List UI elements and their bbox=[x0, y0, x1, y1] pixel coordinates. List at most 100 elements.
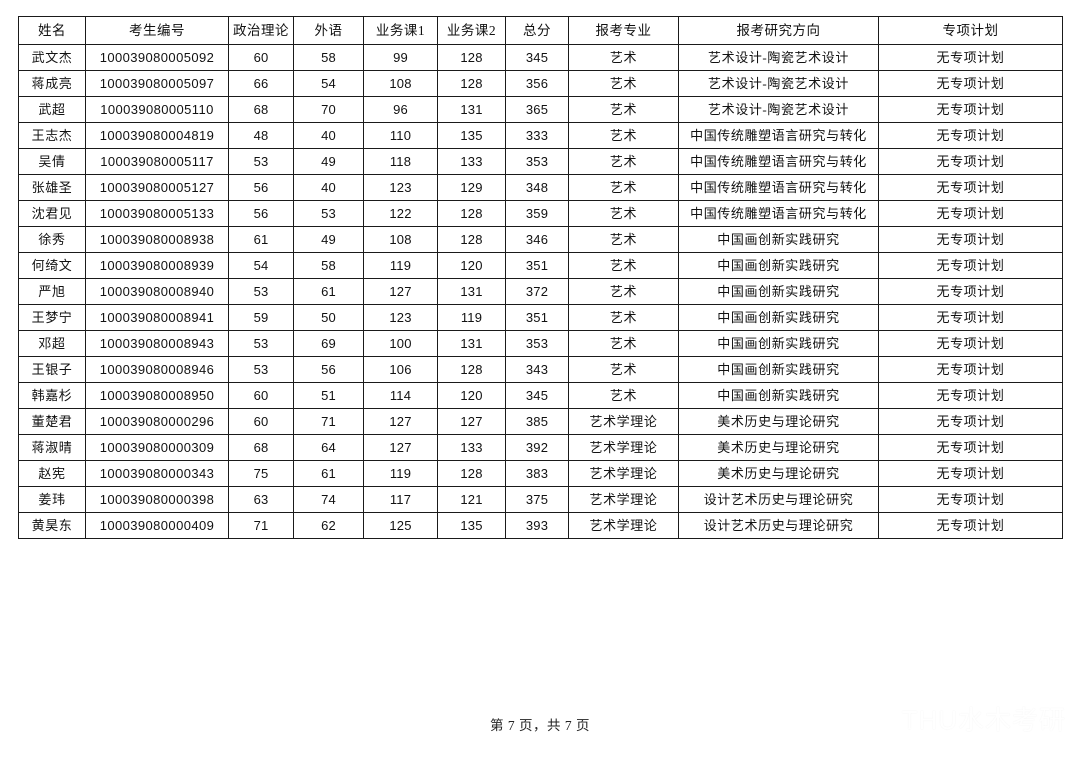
cell-major1: 99 bbox=[363, 44, 438, 71]
cell-special-plan: 无专项计划 bbox=[878, 200, 1063, 227]
cell-student-id: 100039080005097 bbox=[85, 70, 229, 97]
cell-research-direction: 美术历史与理论研究 bbox=[678, 460, 879, 487]
cell-research-direction: 美术历史与理论研究 bbox=[678, 408, 879, 435]
cell-name: 张雄圣 bbox=[18, 174, 86, 201]
cell-special-plan: 无专项计划 bbox=[878, 460, 1063, 487]
cell-foreign-language: 56 bbox=[293, 356, 364, 383]
column-header-research-direction: 报考研究方向 bbox=[678, 16, 879, 45]
cell-politics: 56 bbox=[228, 174, 294, 201]
cell-major2: 128 bbox=[437, 44, 506, 71]
cell-major2: 120 bbox=[437, 252, 506, 279]
cell-name: 武文杰 bbox=[18, 44, 86, 71]
cell-name: 蒋淑晴 bbox=[18, 434, 86, 461]
cell-research-direction: 艺术设计-陶瓷艺术设计 bbox=[678, 70, 879, 97]
cell-major2: 121 bbox=[437, 486, 506, 513]
cell-major1: 119 bbox=[363, 460, 438, 487]
cell-total: 345 bbox=[505, 44, 569, 71]
column-header-special-plan: 专项计划 bbox=[878, 16, 1063, 45]
cell-program: 艺术 bbox=[568, 174, 679, 201]
cell-research-direction: 中国画创新实践研究 bbox=[678, 356, 879, 383]
cell-student-id: 100039080004819 bbox=[85, 122, 229, 149]
cell-name: 徐秀 bbox=[18, 226, 86, 253]
cell-politics: 60 bbox=[228, 408, 294, 435]
cell-special-plan: 无专项计划 bbox=[878, 278, 1063, 305]
column-header-politics: 政治理论 bbox=[228, 16, 294, 45]
cell-student-id: 100039080000409 bbox=[85, 512, 229, 539]
cell-politics: 59 bbox=[228, 304, 294, 331]
cell-name: 何绮文 bbox=[18, 252, 86, 279]
cell-student-id: 100039080005127 bbox=[85, 174, 229, 201]
cell-special-plan: 无专项计划 bbox=[878, 356, 1063, 383]
cell-major2: 128 bbox=[437, 226, 506, 253]
cell-politics: 53 bbox=[228, 356, 294, 383]
table-row: 沈君见 100039080005133 56 53 122 128 359 艺术 中国传统雕塑语… bbox=[18, 200, 1063, 227]
cell-name: 王银子 bbox=[18, 356, 86, 383]
cell-major2: 128 bbox=[437, 200, 506, 227]
cell-student-id: 100039080000309 bbox=[85, 434, 229, 461]
table-row: 张雄圣 100039080005127 56 40 123 129 348 艺术 中国传统雕塑语… bbox=[18, 174, 1063, 201]
cell-name: 韩嘉杉 bbox=[18, 382, 86, 409]
cell-major1: 127 bbox=[363, 408, 438, 435]
cell-name: 蒋成亮 bbox=[18, 70, 86, 97]
table-row: 王梦宁 100039080008941 59 50 123 119 351 艺术 中国画创新实践… bbox=[18, 304, 1063, 331]
cell-special-plan: 无专项计划 bbox=[878, 122, 1063, 149]
cell-foreign-language: 61 bbox=[293, 278, 364, 305]
cell-foreign-language: 49 bbox=[293, 226, 364, 253]
cell-foreign-language: 70 bbox=[293, 96, 364, 123]
table-row: 姜玮 100039080000398 63 74 117 121 375 艺术学理论 设计艺术历… bbox=[18, 486, 1063, 513]
cell-program: 艺术 bbox=[568, 356, 679, 383]
table-row: 董楚君 100039080000296 60 71 127 127 385 艺术学理论 美术历史… bbox=[18, 408, 1063, 435]
cell-research-direction: 中国传统雕塑语言研究与转化 bbox=[678, 174, 879, 201]
cell-student-id: 100039080008939 bbox=[85, 252, 229, 279]
cell-total: 351 bbox=[505, 252, 569, 279]
table-header-row: 姓名 考生编号 政治理论 外语 业务课1 业务课2 总分 报考专业 报考研究方向… bbox=[18, 16, 1063, 45]
cell-special-plan: 无专项计划 bbox=[878, 96, 1063, 123]
table-row: 黄昊东 100039080000409 71 62 125 135 393 艺术学理论 设计艺术… bbox=[18, 512, 1063, 539]
cell-total: 343 bbox=[505, 356, 569, 383]
cell-major1: 106 bbox=[363, 356, 438, 383]
column-header-major2: 业务课2 bbox=[437, 16, 506, 45]
cell-total: 346 bbox=[505, 226, 569, 253]
watermark: THU水木考研 bbox=[860, 700, 1066, 737]
cell-special-plan: 无专项计划 bbox=[878, 408, 1063, 435]
cell-total: 345 bbox=[505, 382, 569, 409]
cell-special-plan: 无专项计划 bbox=[878, 70, 1063, 97]
table-row: 徐秀 100039080008938 61 49 108 128 346 艺术 中国画创新实践研… bbox=[18, 226, 1063, 253]
cell-major2: 131 bbox=[437, 278, 506, 305]
cell-program: 艺术学理论 bbox=[568, 408, 679, 435]
cell-student-id: 100039080005117 bbox=[85, 148, 229, 175]
cell-politics: 53 bbox=[228, 330, 294, 357]
table-row: 王志杰 100039080004819 48 40 110 135 333 艺术 中国传统雕塑语… bbox=[18, 122, 1063, 149]
cell-research-direction: 美术历史与理论研究 bbox=[678, 434, 879, 461]
cell-politics: 66 bbox=[228, 70, 294, 97]
column-header-program: 报考专业 bbox=[568, 16, 679, 45]
cell-foreign-language: 64 bbox=[293, 434, 364, 461]
cell-name: 武超 bbox=[18, 96, 86, 123]
cell-name: 王梦宁 bbox=[18, 304, 86, 331]
cell-foreign-language: 40 bbox=[293, 174, 364, 201]
cell-total: 351 bbox=[505, 304, 569, 331]
cell-politics: 48 bbox=[228, 122, 294, 149]
cell-major2: 128 bbox=[437, 70, 506, 97]
table-row: 武文杰 100039080005092 60 58 99 128 345 艺术 艺术设计-陶瓷艺… bbox=[18, 44, 1063, 71]
cell-major1: 122 bbox=[363, 200, 438, 227]
cell-program: 艺术学理论 bbox=[568, 512, 679, 539]
cell-student-id: 100039080005110 bbox=[85, 96, 229, 123]
cell-major2: 127 bbox=[437, 408, 506, 435]
table-row: 蒋成亮 100039080005097 66 54 108 128 356 艺术 艺术设计-陶瓷… bbox=[18, 70, 1063, 97]
cell-politics: 61 bbox=[228, 226, 294, 253]
cell-research-direction: 设计艺术历史与理论研究 bbox=[678, 512, 879, 539]
cell-research-direction: 中国传统雕塑语言研究与转化 bbox=[678, 148, 879, 175]
score-table-container: 姓名 考生编号 政治理论 外语 业务课1 业务课2 总分 报考专业 报考研究方向… bbox=[18, 16, 1063, 539]
cell-politics: 68 bbox=[228, 434, 294, 461]
cell-politics: 54 bbox=[228, 252, 294, 279]
cell-program: 艺术 bbox=[568, 382, 679, 409]
table-header: 姓名 考生编号 政治理论 外语 业务课1 业务课2 总分 报考专业 报考研究方向… bbox=[18, 16, 1063, 45]
cell-foreign-language: 69 bbox=[293, 330, 364, 357]
cell-special-plan: 无专项计划 bbox=[878, 252, 1063, 279]
cell-total: 353 bbox=[505, 148, 569, 175]
cell-politics: 53 bbox=[228, 148, 294, 175]
column-header-student-id: 考生编号 bbox=[85, 16, 229, 45]
cell-major1: 108 bbox=[363, 70, 438, 97]
